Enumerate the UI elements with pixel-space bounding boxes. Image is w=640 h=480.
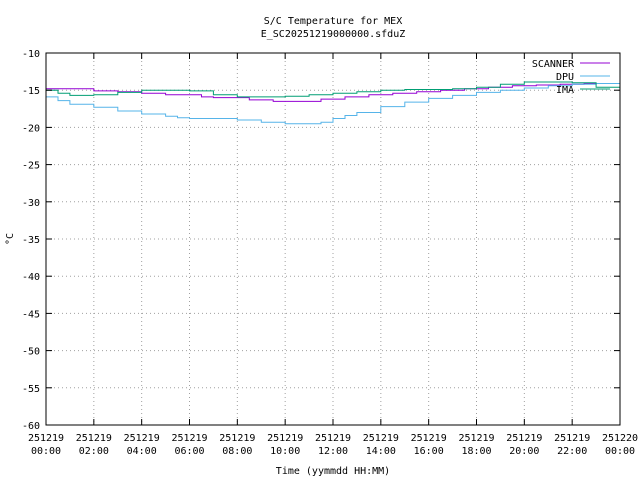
- x-tick-time-label: 22:00: [557, 446, 587, 457]
- x-tick-time-label: 00:00: [31, 446, 61, 457]
- y-tick-label: -45: [22, 309, 40, 320]
- chart-title: S/C Temperature for MEX: [264, 16, 402, 27]
- x-tick-date-label: 251219: [315, 433, 351, 444]
- x-tick-time-label: 20:00: [509, 446, 539, 457]
- legend-label: SCANNER: [532, 59, 575, 70]
- series-lines: [46, 81, 621, 125]
- series-line-dpu: [46, 82, 621, 125]
- x-tick-date-label: 251219: [363, 433, 399, 444]
- y-tick-label: -25: [22, 161, 40, 172]
- x-tick-time-label: 16:00: [414, 446, 444, 457]
- legend-label: DPU: [556, 72, 574, 83]
- x-tick-date-label: 251219: [219, 433, 255, 444]
- x-tick-time-label: 10:00: [270, 446, 300, 457]
- y-tick-label: -10: [22, 49, 40, 60]
- y-tick-label: -30: [22, 198, 40, 209]
- axes: -10-15-20-25-30-35-40-45-50-55-602512190…: [22, 49, 638, 457]
- legend: SCANNER DPU IMA: [532, 59, 610, 96]
- x-tick-date-label: 251219: [76, 433, 112, 444]
- x-tick-time-label: 18:00: [461, 446, 491, 457]
- y-tick-label: -20: [22, 123, 40, 134]
- x-axis-label: Time (yymmdd HH:MM): [276, 466, 390, 477]
- series-line-ima: [46, 81, 620, 98]
- x-tick-date-label: 251219: [171, 433, 207, 444]
- y-tick-label: -40: [22, 272, 40, 283]
- x-tick-date-label: 251220: [602, 433, 638, 444]
- x-tick-date-label: 251219: [554, 433, 590, 444]
- x-tick-date-label: 251219: [124, 433, 160, 444]
- chart-subtitle: E_SC20251219000000.sfduZ: [261, 29, 406, 40]
- x-tick-date-label: 251219: [458, 433, 494, 444]
- y-tick-label: -35: [22, 235, 40, 246]
- y-tick-label: -55: [22, 384, 40, 395]
- y-tick-label: -50: [22, 347, 40, 358]
- x-tick-date-label: 251219: [267, 433, 303, 444]
- y-tick-label: -60: [22, 421, 40, 432]
- x-tick-date-label: 251219: [506, 433, 542, 444]
- y-tick-label: -15: [22, 86, 40, 97]
- y-axis-label: °C: [5, 233, 16, 245]
- x-tick-date-label: 251219: [28, 433, 64, 444]
- x-tick-time-label: 08:00: [222, 446, 252, 457]
- legend-label: IMA: [556, 85, 574, 96]
- x-tick-time-label: 00:00: [605, 446, 635, 457]
- x-tick-time-label: 14:00: [366, 446, 396, 457]
- x-tick-date-label: 251219: [411, 433, 447, 444]
- series-line-scanner: [46, 83, 620, 102]
- x-tick-time-label: 02:00: [79, 446, 109, 457]
- grid: [46, 53, 620, 425]
- x-tick-time-label: 06:00: [174, 446, 204, 457]
- x-tick-time-label: 12:00: [318, 446, 348, 457]
- x-tick-time-label: 04:00: [127, 446, 157, 457]
